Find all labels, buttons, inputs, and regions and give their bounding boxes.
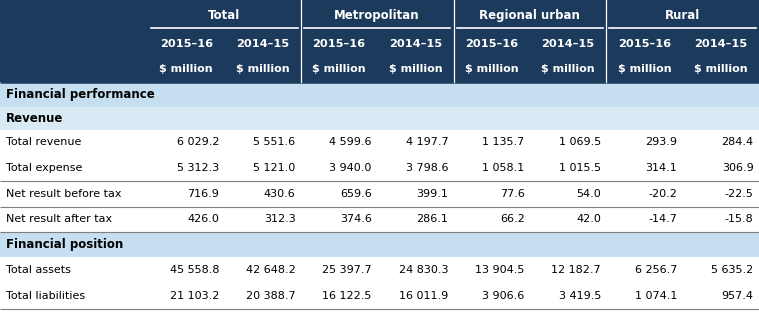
Text: 286.1: 286.1 <box>417 214 448 224</box>
Text: Revenue: Revenue <box>6 112 64 125</box>
Text: 1 058.1: 1 058.1 <box>482 163 524 173</box>
Text: 2014–15: 2014–15 <box>389 38 442 49</box>
Text: 2014–15: 2014–15 <box>541 38 594 49</box>
Text: $ million: $ million <box>465 64 518 74</box>
Bar <box>0 130 759 155</box>
Text: Rural: Rural <box>665 9 701 22</box>
Text: -22.5: -22.5 <box>725 189 754 199</box>
Text: -20.2: -20.2 <box>648 189 677 199</box>
Text: 25 397.7: 25 397.7 <box>322 265 372 275</box>
Bar <box>0 31 759 56</box>
Text: -15.8: -15.8 <box>725 214 754 224</box>
Text: 42.0: 42.0 <box>576 214 601 224</box>
Text: 1 135.7: 1 135.7 <box>482 137 524 147</box>
Text: Total revenue: Total revenue <box>6 137 81 147</box>
Text: 4 599.6: 4 599.6 <box>329 137 372 147</box>
Text: Total: Total <box>208 9 241 22</box>
Text: 24 830.3: 24 830.3 <box>398 265 448 275</box>
Text: 399.1: 399.1 <box>417 189 448 199</box>
Text: Total expense: Total expense <box>6 163 83 173</box>
Text: 3 906.6: 3 906.6 <box>482 291 524 301</box>
Text: 314.1: 314.1 <box>646 163 677 173</box>
Text: $ million: $ million <box>312 64 366 74</box>
Text: 1 074.1: 1 074.1 <box>635 291 677 301</box>
Text: Financial position: Financial position <box>6 238 123 251</box>
Text: 716.9: 716.9 <box>187 189 219 199</box>
Bar <box>0 309 759 313</box>
Text: $ million: $ million <box>159 64 213 74</box>
Bar <box>0 283 759 309</box>
Text: 42 648.2: 42 648.2 <box>246 265 295 275</box>
Text: 2015–16: 2015–16 <box>465 38 518 49</box>
Text: 2014–15: 2014–15 <box>694 38 748 49</box>
Text: 5 312.3: 5 312.3 <box>177 163 219 173</box>
Text: 293.9: 293.9 <box>645 137 677 147</box>
Text: Net result after tax: Net result after tax <box>6 214 112 224</box>
Bar <box>0 56 759 82</box>
Text: Financial performance: Financial performance <box>6 88 155 101</box>
Text: 5 121.0: 5 121.0 <box>254 163 295 173</box>
Text: Metropolitan: Metropolitan <box>334 9 420 22</box>
Text: 1 015.5: 1 015.5 <box>559 163 601 173</box>
Text: 20 388.7: 20 388.7 <box>246 291 295 301</box>
Text: 374.6: 374.6 <box>340 214 372 224</box>
Text: $ million: $ million <box>541 64 595 74</box>
Text: 66.2: 66.2 <box>500 214 524 224</box>
Bar <box>0 0 759 31</box>
Text: 54.0: 54.0 <box>576 189 601 199</box>
Text: 659.6: 659.6 <box>340 189 372 199</box>
Bar <box>0 207 759 232</box>
Text: $ million: $ million <box>694 64 748 74</box>
Text: 3 798.6: 3 798.6 <box>406 163 448 173</box>
Text: $ million: $ million <box>389 64 442 74</box>
Text: 426.0: 426.0 <box>187 214 219 224</box>
Text: 5 635.2: 5 635.2 <box>711 265 754 275</box>
Text: 957.4: 957.4 <box>722 291 754 301</box>
Text: 3 419.5: 3 419.5 <box>559 291 601 301</box>
Text: 4 197.7: 4 197.7 <box>405 137 448 147</box>
Text: Total assets: Total assets <box>6 265 71 275</box>
Text: $ million: $ million <box>618 64 671 74</box>
Text: 284.4: 284.4 <box>722 137 754 147</box>
Text: 16 011.9: 16 011.9 <box>399 291 448 301</box>
Bar <box>0 155 759 181</box>
Text: 2015–16: 2015–16 <box>618 38 671 49</box>
Bar <box>0 181 759 207</box>
Text: 45 558.8: 45 558.8 <box>169 265 219 275</box>
Text: Total liabilities: Total liabilities <box>6 291 85 301</box>
Text: 13 904.5: 13 904.5 <box>475 265 524 275</box>
Text: Net result before tax: Net result before tax <box>6 189 121 199</box>
Text: 77.6: 77.6 <box>499 189 524 199</box>
Text: 21 103.2: 21 103.2 <box>170 291 219 301</box>
Text: 3 940.0: 3 940.0 <box>329 163 372 173</box>
Text: 5 551.6: 5 551.6 <box>254 137 295 147</box>
Text: 2015–16: 2015–16 <box>313 38 366 49</box>
Bar <box>0 107 759 130</box>
Text: 2014–15: 2014–15 <box>236 38 289 49</box>
Text: $ million: $ million <box>236 64 289 74</box>
Text: 16 122.5: 16 122.5 <box>323 291 372 301</box>
Text: 1 069.5: 1 069.5 <box>559 137 601 147</box>
Bar <box>0 82 759 107</box>
Text: 2015–16: 2015–16 <box>159 38 213 49</box>
Bar <box>0 257 759 283</box>
Text: -14.7: -14.7 <box>648 214 677 224</box>
Text: 6 029.2: 6 029.2 <box>177 137 219 147</box>
Text: 430.6: 430.6 <box>263 189 295 199</box>
Text: 306.9: 306.9 <box>722 163 754 173</box>
Text: 6 256.7: 6 256.7 <box>635 265 677 275</box>
Text: 12 182.7: 12 182.7 <box>551 265 601 275</box>
Text: 312.3: 312.3 <box>263 214 295 224</box>
Text: Regional urban: Regional urban <box>480 9 581 22</box>
Bar <box>0 232 759 257</box>
